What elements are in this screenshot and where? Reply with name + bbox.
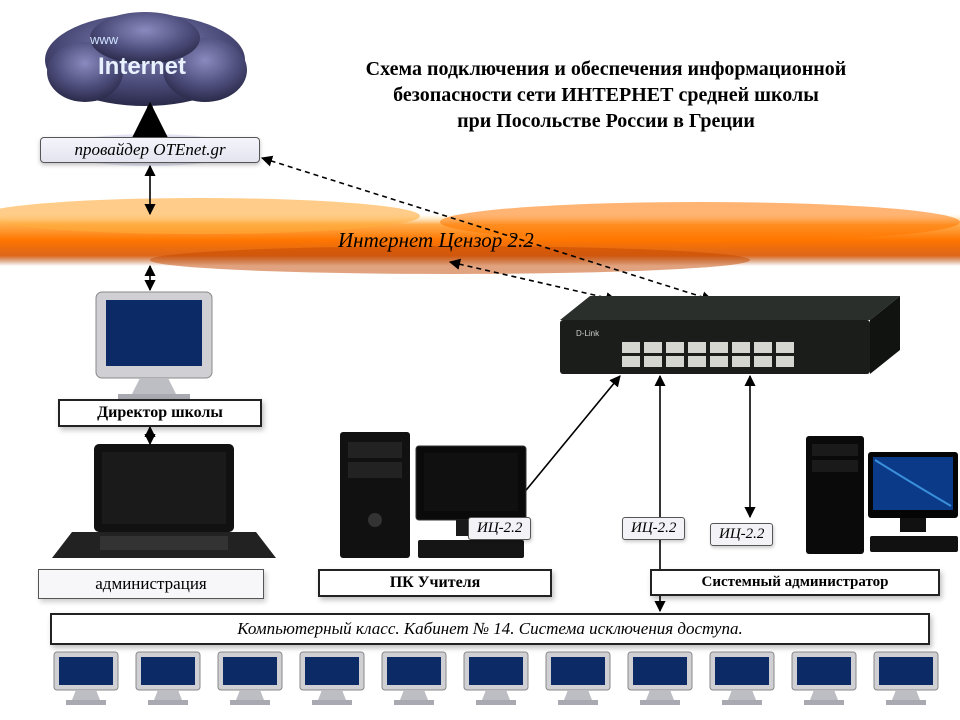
admin-laptop-icon <box>52 444 276 558</box>
filter-band-label: Интернет Цензор 2.2 <box>338 228 534 253</box>
internet-cloud: www Internet <box>45 12 247 106</box>
sysadmin-label: Системный администратор <box>650 569 940 596</box>
classroom-pc-icon <box>458 650 534 710</box>
network-switch: D-Link <box>560 296 900 374</box>
classroom-pc-icon <box>48 650 124 710</box>
cloud-www-text: www <box>89 32 119 47</box>
svg-text:D-Link: D-Link <box>576 329 600 338</box>
classroom-label: Компьютерный класс. Кабинет № 14. Систем… <box>50 613 930 645</box>
classroom-pc-icon <box>704 650 780 710</box>
provider-label: провайдер OTEnet.gr <box>40 137 260 163</box>
ic-badge-1: ИЦ-2.2 <box>468 517 531 540</box>
classroom-pc-row <box>48 650 944 710</box>
cloud-internet-text: Internet <box>98 53 186 80</box>
classroom-pc-icon <box>622 650 698 710</box>
classroom-pc-icon <box>294 650 370 710</box>
ic-badge-3: ИЦ-2.2 <box>710 523 773 546</box>
title-line2: безопасности сети ИНТЕРНЕТ средней школы <box>286 82 926 108</box>
title-line1: Схема подключения и обеспечения информац… <box>286 56 926 82</box>
title-line3: при Посольстве России в Греции <box>286 108 926 134</box>
classroom-pc-icon <box>868 650 944 710</box>
classroom-pc-icon <box>376 650 452 710</box>
sysadmin-pc-icon <box>806 436 958 554</box>
director-label: Директор школы <box>58 399 262 427</box>
classroom-pc-icon <box>212 650 288 710</box>
diagram-title: Схема подключения и обеспечения информац… <box>286 56 926 134</box>
classroom-pc-icon <box>786 650 862 710</box>
director-pc-icon <box>96 292 212 400</box>
classroom-pc-icon <box>130 650 206 710</box>
classroom-pc-icon <box>540 650 616 710</box>
teacher-label: ПК Учителя <box>318 569 552 597</box>
ic-badge-2: ИЦ-2.2 <box>622 517 685 540</box>
admin-label: администрация <box>38 569 264 599</box>
